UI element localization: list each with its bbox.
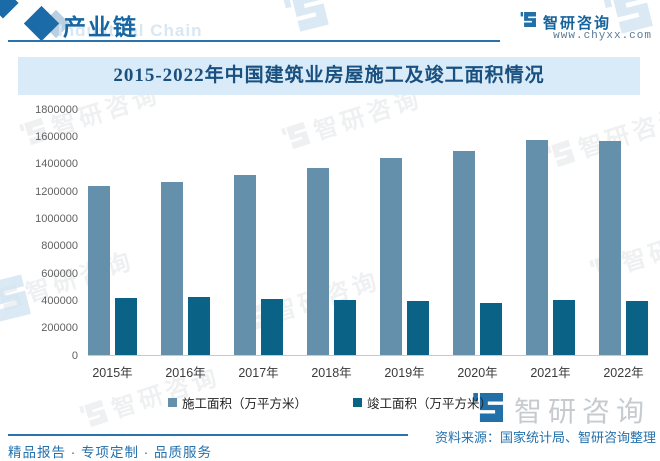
bar-group-2015年	[88, 185, 137, 355]
bar	[88, 185, 110, 355]
brand-lockup: 智研咨询	[520, 11, 611, 33]
bar	[380, 158, 402, 355]
x-tick-label: 2017年	[238, 366, 279, 380]
x-axis: 2015年 2016年 2017年 2018年 2019年 2020年 2021年 2022年	[88, 362, 648, 381]
x-tick-label: 2018年	[311, 366, 352, 380]
bar	[161, 182, 183, 355]
bar	[234, 175, 256, 355]
zhiyan-logo-icon-large	[472, 391, 505, 429]
bottom-brand-watermark: 智研咨询	[472, 390, 650, 430]
section-title-english-ghost: Industrial Chain	[58, 21, 203, 40]
bar	[480, 302, 502, 355]
legend-swatch	[353, 398, 362, 407]
brand-url: www.chyxx.com	[553, 30, 652, 42]
corner-watermark-fragment	[281, 0, 333, 41]
chart-title: 2015-2022年中国建筑业房屋施工及竣工面积情况	[18, 57, 640, 95]
bar	[526, 139, 548, 355]
bar	[626, 300, 648, 355]
header-divider	[8, 40, 500, 42]
y-tick-label: 200000	[41, 322, 78, 335]
footer-slogan: 精品报告 · 专项定制 · 品质服务	[8, 445, 212, 460]
plot-area	[88, 110, 648, 356]
footer-divider	[8, 434, 408, 436]
bar-group-2017年	[234, 175, 283, 355]
y-tick-label: 1000000	[35, 212, 78, 225]
bar	[453, 150, 475, 355]
bar	[115, 297, 137, 355]
section-title: 产业链	[63, 14, 138, 40]
brand-name: 智研咨询	[543, 14, 612, 32]
legend-label: 竣工面积（万平方米）	[367, 397, 493, 411]
x-tick-label: 2015年	[92, 366, 133, 380]
x-tick-label: 2020年	[457, 366, 498, 380]
bar-group-2022年	[599, 141, 648, 355]
bar	[599, 141, 621, 355]
bar	[307, 167, 329, 355]
y-tick-label: 0	[71, 349, 78, 362]
zhiyan-logo-icon	[520, 11, 537, 33]
legend-item: 竣工面积（万平方米）	[353, 393, 492, 412]
legend-swatch	[167, 398, 177, 407]
bottom-brand-text: 智研咨询	[514, 396, 651, 427]
legend-item: 施工面积（万平方米）	[167, 393, 307, 412]
y-tick-label: 1600000	[35, 130, 78, 143]
y-tick-label: 1400000	[35, 158, 78, 171]
bar-group-2016年	[161, 182, 210, 355]
y-axis: 1800000 1600000 1400000 1200000 1000000 80000…	[14, 104, 78, 362]
y-tick-label: 600000	[41, 267, 78, 280]
x-tick-label: 2021年	[530, 366, 571, 380]
bar	[261, 298, 283, 355]
x-tick-label: 2019年	[384, 366, 425, 380]
bar-group-2021年	[526, 139, 575, 355]
chart-legend: 施工面积（万平方米） 竣工面积（万平方米）	[0, 393, 660, 412]
data-source-note: 资料来源：国家统计局、智研咨询整理	[434, 430, 656, 445]
bar	[407, 300, 429, 355]
y-tick-label: 800000	[41, 240, 78, 253]
bar-group-2020年	[453, 150, 502, 355]
x-tick-label: 2016年	[165, 366, 206, 380]
bar	[553, 299, 575, 355]
x-tick-label: 2022年	[603, 366, 644, 380]
bar	[334, 299, 356, 355]
y-tick-label: 1800000	[35, 103, 78, 116]
bar-group-2018年	[307, 167, 356, 355]
legend-label: 施工面积（万平方米）	[181, 397, 307, 411]
bar	[188, 297, 210, 355]
y-tick-label: 400000	[41, 294, 78, 307]
y-tick-label: 1200000	[35, 185, 78, 198]
bar-group-2019年	[380, 158, 429, 355]
corner-decoration	[0, 0, 19, 19]
